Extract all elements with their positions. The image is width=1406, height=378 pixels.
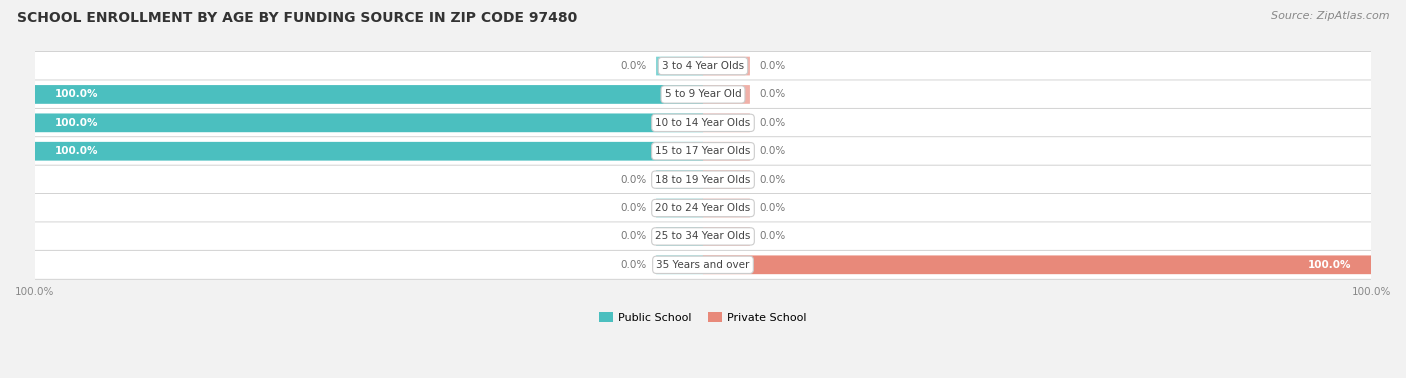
Text: Source: ZipAtlas.com: Source: ZipAtlas.com	[1271, 11, 1389, 21]
FancyBboxPatch shape	[657, 199, 703, 217]
Text: 0.0%: 0.0%	[620, 175, 647, 184]
FancyBboxPatch shape	[35, 142, 703, 161]
Legend: Public School, Private School: Public School, Private School	[595, 308, 811, 327]
Text: 0.0%: 0.0%	[759, 146, 786, 156]
Text: 0.0%: 0.0%	[620, 231, 647, 242]
Text: SCHOOL ENROLLMENT BY AGE BY FUNDING SOURCE IN ZIP CODE 97480: SCHOOL ENROLLMENT BY AGE BY FUNDING SOUR…	[17, 11, 576, 25]
Text: 0.0%: 0.0%	[759, 90, 786, 99]
Text: 18 to 19 Year Olds: 18 to 19 Year Olds	[655, 175, 751, 184]
Text: 5 to 9 Year Old: 5 to 9 Year Old	[665, 90, 741, 99]
Text: 0.0%: 0.0%	[759, 61, 786, 71]
Text: 100.0%: 100.0%	[55, 118, 98, 128]
Text: 0.0%: 0.0%	[759, 203, 786, 213]
Text: 0.0%: 0.0%	[759, 175, 786, 184]
FancyBboxPatch shape	[34, 222, 1372, 251]
FancyBboxPatch shape	[703, 57, 749, 76]
FancyBboxPatch shape	[34, 80, 1372, 109]
Text: 15 to 17 Year Olds: 15 to 17 Year Olds	[655, 146, 751, 156]
FancyBboxPatch shape	[657, 57, 703, 76]
Text: 100.0%: 100.0%	[55, 146, 98, 156]
FancyBboxPatch shape	[34, 250, 1372, 279]
FancyBboxPatch shape	[703, 199, 749, 217]
FancyBboxPatch shape	[34, 51, 1372, 81]
Text: 100.0%: 100.0%	[1308, 260, 1351, 270]
Text: 0.0%: 0.0%	[759, 118, 786, 128]
FancyBboxPatch shape	[703, 256, 1371, 274]
FancyBboxPatch shape	[34, 137, 1372, 166]
FancyBboxPatch shape	[35, 85, 703, 104]
FancyBboxPatch shape	[703, 142, 749, 161]
FancyBboxPatch shape	[34, 108, 1372, 137]
Text: 0.0%: 0.0%	[620, 203, 647, 213]
Text: 0.0%: 0.0%	[620, 61, 647, 71]
FancyBboxPatch shape	[657, 170, 703, 189]
FancyBboxPatch shape	[34, 194, 1372, 223]
Text: 25 to 34 Year Olds: 25 to 34 Year Olds	[655, 231, 751, 242]
Text: 35 Years and over: 35 Years and over	[657, 260, 749, 270]
FancyBboxPatch shape	[657, 227, 703, 246]
Text: 0.0%: 0.0%	[759, 231, 786, 242]
Text: 10 to 14 Year Olds: 10 to 14 Year Olds	[655, 118, 751, 128]
FancyBboxPatch shape	[657, 256, 703, 274]
FancyBboxPatch shape	[703, 170, 749, 189]
FancyBboxPatch shape	[703, 227, 749, 246]
Text: 100.0%: 100.0%	[55, 90, 98, 99]
Text: 0.0%: 0.0%	[620, 260, 647, 270]
FancyBboxPatch shape	[35, 113, 703, 132]
Text: 20 to 24 Year Olds: 20 to 24 Year Olds	[655, 203, 751, 213]
FancyBboxPatch shape	[34, 165, 1372, 194]
FancyBboxPatch shape	[703, 113, 749, 132]
Text: 3 to 4 Year Olds: 3 to 4 Year Olds	[662, 61, 744, 71]
FancyBboxPatch shape	[703, 85, 749, 104]
